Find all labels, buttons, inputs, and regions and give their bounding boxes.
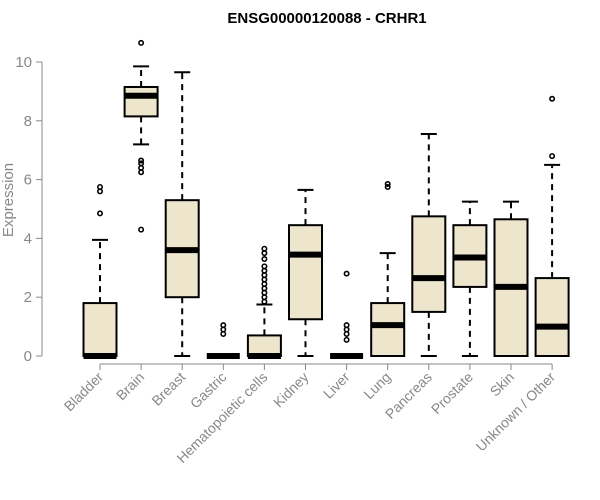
chart-title: ENSG00000120088 - CRHR1 — [227, 10, 426, 27]
box-gastric — [206, 322, 240, 359]
outlier-point — [138, 157, 145, 164]
y-axis-label: Expression — [0, 163, 17, 237]
outlier-point — [549, 95, 556, 102]
x-tick-label: Skin — [487, 369, 518, 400]
iqr-box — [123, 85, 159, 118]
x-tick-label: Prostate — [428, 369, 476, 417]
x-tick-label: Lung — [360, 369, 393, 402]
outlier-point — [261, 255, 268, 262]
x-tick-label: Breast — [148, 369, 188, 409]
outlier-point — [138, 160, 145, 167]
iqr-box — [534, 277, 570, 357]
outlier-point — [138, 39, 145, 46]
outlier-point — [138, 226, 145, 233]
box-brain — [123, 39, 159, 233]
box-pancreas — [411, 133, 447, 357]
y-axis: 0 2 4 6 8 10 — [15, 54, 43, 365]
y-tick-label: 10 — [15, 54, 32, 71]
outlier-point — [220, 322, 227, 329]
y-tick-label: 0 — [24, 348, 32, 365]
outlier-point — [97, 210, 104, 217]
box-kidney — [288, 188, 323, 357]
outlier-point — [343, 336, 350, 343]
box-bladder — [82, 183, 118, 359]
iqr-box — [82, 302, 118, 357]
outlier-point — [384, 183, 391, 190]
outlier-point — [97, 183, 104, 190]
x-tick-label: Bladder — [61, 369, 107, 415]
x-tick-label: Kidney — [270, 369, 312, 411]
box-lung — [370, 181, 406, 357]
outlier-point — [343, 270, 350, 277]
y-tick-label: 8 — [24, 113, 32, 130]
y-tick-label: 2 — [24, 289, 32, 306]
x-tick-label: Liver — [320, 369, 353, 402]
outlier-point — [261, 263, 268, 270]
outlier-point — [343, 322, 350, 329]
box-unknown-other — [534, 95, 570, 357]
box-hematopoietic-cells — [246, 245, 282, 359]
box-breast — [164, 71, 200, 357]
x-tick-label: Brain — [113, 369, 147, 403]
box-skin — [493, 200, 529, 357]
y-tick-label: 6 — [24, 172, 32, 189]
outlier-point — [384, 181, 391, 188]
outlier-point — [261, 245, 268, 252]
boxes-layer — [82, 39, 570, 359]
iqr-box — [411, 215, 447, 313]
outlier-point — [549, 153, 556, 160]
iqr-box — [288, 224, 323, 321]
iqr-box — [246, 334, 282, 358]
box-liver — [330, 270, 364, 359]
iqr-box — [370, 302, 406, 357]
y-tick-label: 4 — [24, 230, 32, 247]
box-prostate — [452, 200, 488, 357]
